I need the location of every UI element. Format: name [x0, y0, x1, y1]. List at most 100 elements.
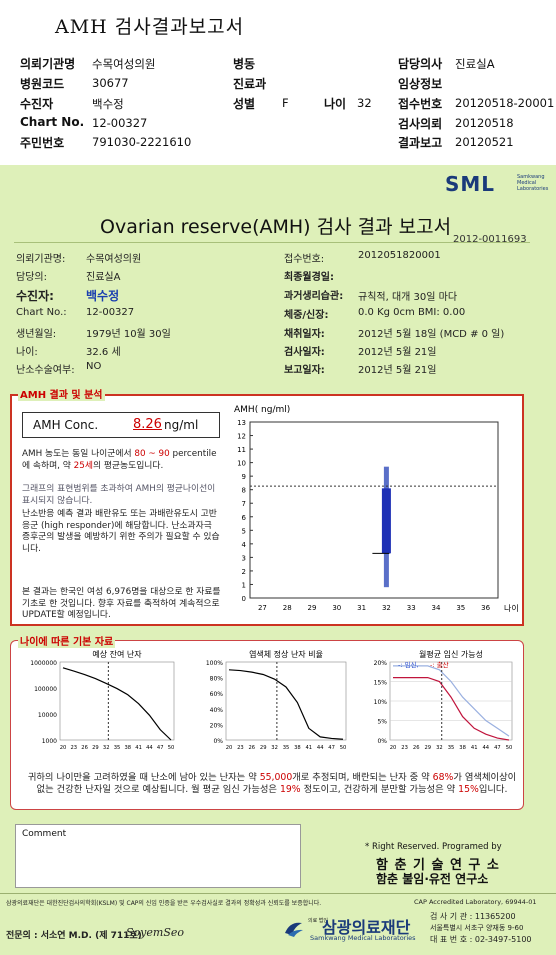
- chart-title: 월평균 임신 가능성: [419, 649, 483, 659]
- value-chart-no: 12-00327: [92, 116, 148, 130]
- x-tick-label: 32: [103, 745, 110, 751]
- info-value-weight: 0.0 Kg 0cm BMI: 0.00: [358, 307, 466, 318]
- summary-text: 정도이고, 건강하게 분만할 가능성은 약: [300, 783, 459, 795]
- x-tick-label: 47: [328, 745, 335, 751]
- x-tick-label: 29: [424, 745, 431, 751]
- chart-title: 염색체 정상 난자 비율: [249, 649, 323, 659]
- x-tick-label: 30: [332, 604, 341, 612]
- info-value-cycle: 규칙적, 대개 30일 마다: [358, 292, 458, 303]
- y-tick-label: 0%: [377, 738, 387, 745]
- comment-label: Comment: [22, 829, 67, 839]
- basic-summary: 귀하의 나이만을 고려하였을 때 난소에 남아 있는 난자는 약 55,000개…: [26, 772, 518, 795]
- plot-area: [59, 661, 175, 741]
- label-chart-no: Chart No.: [20, 115, 85, 129]
- info-value-collect: 2012년 5월 18일 (MCD # 0 일): [358, 329, 505, 340]
- value-sex: F: [282, 96, 289, 110]
- x-tick-label: 38: [459, 745, 466, 751]
- x-tick-label: 33: [407, 604, 416, 612]
- y-tick-label: 100%: [206, 660, 223, 667]
- summary-highlight: 19%: [279, 783, 301, 795]
- x-tick-label: 28: [283, 604, 292, 612]
- info-label-patient: 수진자:: [16, 289, 54, 303]
- value-hospital: 수목여성의원: [92, 57, 156, 71]
- label-department: 진료과: [233, 77, 267, 91]
- y-tick-label: 40%: [210, 707, 224, 714]
- y-tick-label: 20%: [374, 660, 388, 667]
- series-line: [62, 667, 172, 741]
- info-label-doctor: 담당의:: [16, 272, 47, 283]
- x-tick-label: 29: [260, 745, 267, 751]
- amh-para1b: percentile에 속하며, 약: [22, 449, 217, 471]
- x-tick-label: 32: [436, 745, 443, 751]
- chromosome-chart: 염색체 정상 난자 비율 100% 80% 60% 40% 20% 0%20 23 26 29 32…: [206, 649, 346, 751]
- amh-conc-box: AMH Conc. 8.26 ng/ml: [22, 412, 220, 438]
- value-patient: 백수정: [92, 97, 124, 111]
- y-tick-label: 80%: [210, 676, 224, 683]
- series-line: [393, 665, 510, 737]
- x-tick-label: 44: [317, 745, 324, 751]
- y-tick-label: 10%: [374, 699, 388, 706]
- x-tick-label: 38: [124, 745, 131, 751]
- iqr-box: [381, 488, 391, 554]
- amh-para4: 본 결과는 한국인 여성 6,976명을 대상으로 한 자료를 기초로 한 것입…: [22, 587, 221, 620]
- y-tick-label: 1000000: [30, 660, 57, 667]
- x-tick-label: 20: [390, 745, 397, 751]
- y-tick-label: 2: [242, 568, 246, 576]
- label-ward: 병동: [233, 57, 256, 71]
- contact-lab-code: 검 사 기 관 : 11365200: [430, 912, 516, 921]
- cap-accreditation: CAP Accredited Laboratory, 69944-01: [414, 898, 537, 906]
- info-label-chart-no: Chart No.:: [16, 307, 67, 318]
- x-tick-label: 35: [114, 745, 121, 751]
- y-tick-label: 13: [237, 419, 246, 427]
- label-hospital-code: 병원코드: [20, 77, 65, 91]
- y-tick-label: 100000: [34, 686, 57, 693]
- amh-conc-label: AMH Conc.: [33, 418, 99, 432]
- report-number: 2012-0011693: [453, 234, 527, 245]
- value-receipt-no: 20120518-20001: [455, 96, 555, 110]
- x-tick-label: 38: [294, 745, 301, 751]
- sml-logo: SML Samkwang Medical Laboratories: [445, 172, 548, 196]
- label-request-date: 검사의뢰: [398, 117, 443, 131]
- info-value-chart-no: 12-00327: [86, 307, 135, 318]
- value-request-date: 20120518: [455, 116, 514, 130]
- y-tick-label: 11: [237, 446, 246, 454]
- info-value-surgery: NO: [86, 361, 102, 372]
- summary-text: 귀하의 나이만을 고려하였을 때 난소에 남아 있는 난자는 약: [27, 772, 260, 783]
- contact-phone: 대 표 번 호 : 02-3497-5100: [430, 935, 532, 944]
- x-tick-label: 29: [92, 745, 99, 751]
- summary-highlight: 68%: [432, 772, 454, 783]
- summary-text: 가 염색체이상이 없는 건강한 난자일 것으로 예상됩니다. 월 평균 임신 가…: [36, 772, 517, 795]
- x-tick-label: 27: [258, 604, 267, 612]
- y-tick-label: 12: [237, 433, 246, 441]
- plot-area: [249, 421, 499, 599]
- y-tick-label: 1000: [42, 738, 57, 745]
- report-title: Ovarian reserve(AMH) 검사 결과 보고서: [100, 216, 452, 238]
- footer-note: 삼광의료재단은 대한진단검사의학회(KSLM) 및 CAP의 신임 인증을 받은…: [6, 900, 322, 907]
- y-axis-label: AMH( ng/ml): [234, 405, 290, 415]
- amh-para3: 난소반응 예측 결과 배란유도 또는 과배란유도시 고반응군 (high res…: [22, 509, 220, 554]
- amh-equiv-age: 25세: [73, 460, 93, 471]
- basic-section-title: 나이에 따른 기본 자료: [18, 633, 116, 648]
- x-tick-label: 41: [305, 745, 312, 751]
- amh-para1a: AMH 농도는 동일 나이군에서: [22, 449, 132, 459]
- x-tick-label: 44: [482, 745, 489, 751]
- sml-logo-text: SML: [445, 172, 496, 196]
- label-age: 나이: [324, 97, 347, 111]
- info-label-cycle: 과거생리습관:: [284, 291, 344, 302]
- info-label-receipt: 접수번호:: [284, 254, 325, 265]
- legend-entry: -: 임신,: [398, 660, 419, 669]
- chart-title: 예상 잔여 난자: [92, 649, 142, 659]
- x-tick-label: 29: [308, 604, 317, 612]
- label-report-date: 결과보고: [398, 136, 443, 150]
- label-hospital: 의뢰기관명: [20, 57, 76, 71]
- x-tick-label: 26: [81, 745, 88, 751]
- series-line: [228, 669, 344, 740]
- info-label-report: 보고일자:: [284, 365, 325, 376]
- info-value-patient: 백수정: [86, 289, 120, 303]
- x-tick-label: 34: [432, 604, 441, 612]
- x-tick-label: 31: [357, 604, 366, 612]
- amh-interpretation: AMH 농도는 동일 나이군에서 80 ~ 90 percentile에 속하며…: [22, 449, 222, 472]
- summary-highlight: 15%: [458, 783, 479, 795]
- y-tick-label: 0: [242, 595, 246, 603]
